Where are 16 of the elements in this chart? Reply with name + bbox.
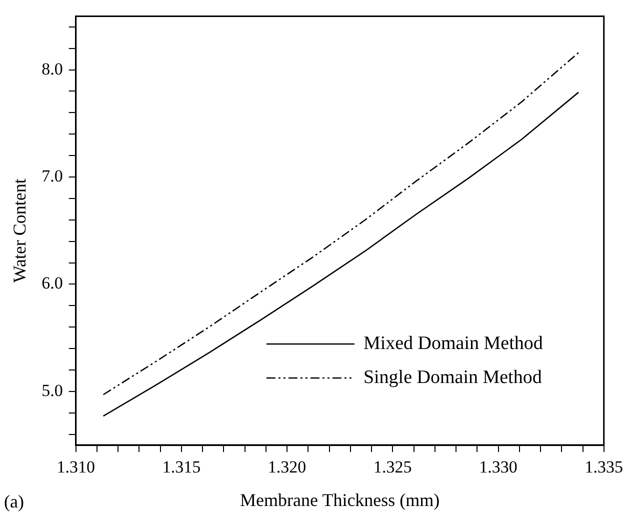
x-tick-label: 1.320 — [268, 458, 306, 477]
y-axis-title: Water Content — [10, 178, 30, 283]
legend-label: Single Domain Method — [363, 366, 542, 388]
line-series — [102, 52, 580, 396]
x-axis-title: Membrane Thickness (mm) — [240, 490, 440, 510]
legend-label: Mixed Domain Method — [363, 332, 544, 354]
x-tick-label: 1.325 — [374, 458, 412, 477]
x-tick-label: 1.335 — [584, 458, 623, 477]
x-tick-label: 1.315 — [162, 458, 201, 477]
y-tick-label: 8.0 — [42, 59, 63, 78]
x-tick-label: 1.310 — [56, 458, 95, 477]
text: (a) — [4, 492, 24, 512]
y-tick-label: 7.0 — [42, 166, 63, 186]
y-tick-label: 6.0 — [42, 274, 63, 293]
x-tick-label: 1.330 — [479, 458, 518, 477]
y-tick-label: 5.0 — [42, 380, 63, 400]
